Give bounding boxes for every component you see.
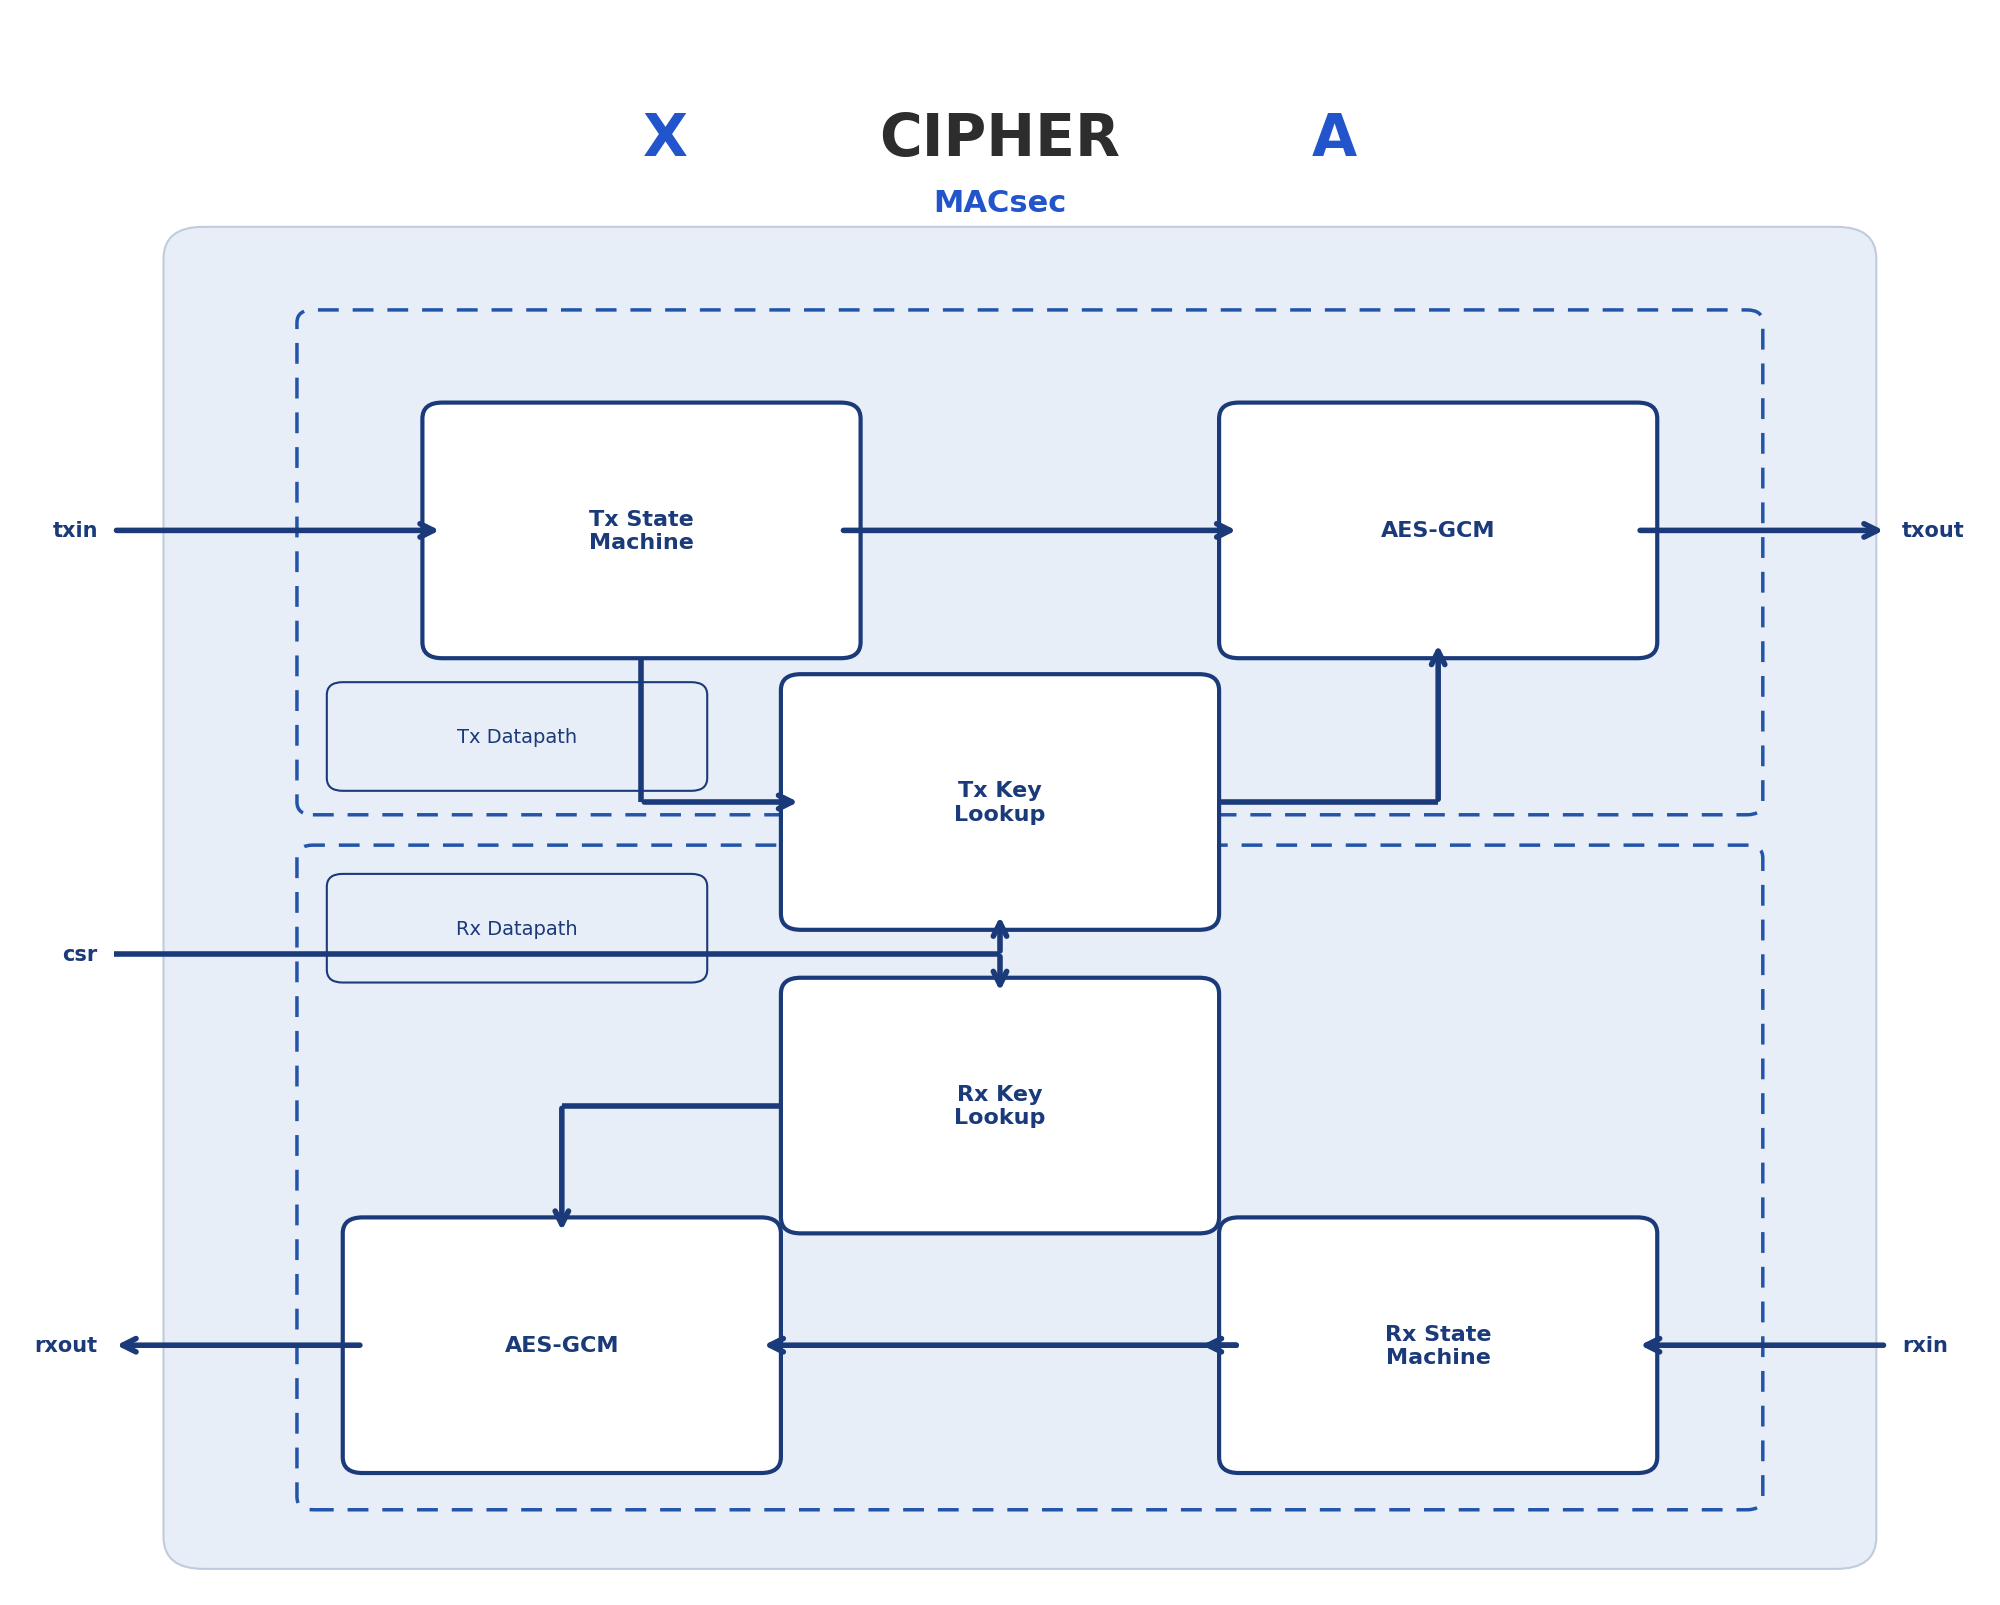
FancyBboxPatch shape bbox=[780, 674, 1220, 931]
Text: Tx Datapath: Tx Datapath bbox=[456, 727, 578, 746]
Text: Tx Key
Lookup: Tx Key Lookup bbox=[954, 782, 1046, 823]
FancyBboxPatch shape bbox=[326, 875, 708, 982]
Text: AES-GCM: AES-GCM bbox=[1380, 522, 1496, 541]
FancyBboxPatch shape bbox=[164, 228, 1876, 1570]
Text: AES-GCM: AES-GCM bbox=[504, 1335, 620, 1355]
Text: Tx State
Machine: Tx State Machine bbox=[590, 509, 694, 552]
FancyBboxPatch shape bbox=[326, 682, 708, 791]
Text: txout: txout bbox=[1902, 522, 1964, 541]
FancyBboxPatch shape bbox=[1220, 1218, 1658, 1473]
FancyBboxPatch shape bbox=[1220, 403, 1658, 658]
Text: txin: txin bbox=[52, 522, 98, 541]
Text: rxin: rxin bbox=[1902, 1335, 1948, 1355]
Text: A: A bbox=[1312, 111, 1358, 169]
FancyBboxPatch shape bbox=[342, 1218, 780, 1473]
Text: Rx Key
Lookup: Rx Key Lookup bbox=[954, 1085, 1046, 1127]
Text: rxout: rxout bbox=[34, 1335, 98, 1355]
FancyBboxPatch shape bbox=[780, 977, 1220, 1234]
Text: CIPHER: CIPHER bbox=[880, 111, 1120, 169]
Text: MACsec: MACsec bbox=[934, 189, 1066, 218]
Text: Rx State
Machine: Rx State Machine bbox=[1384, 1324, 1492, 1367]
Text: csr: csr bbox=[62, 944, 98, 965]
Text: Rx Datapath: Rx Datapath bbox=[456, 920, 578, 939]
FancyBboxPatch shape bbox=[422, 403, 860, 658]
Text: X: X bbox=[642, 111, 688, 169]
